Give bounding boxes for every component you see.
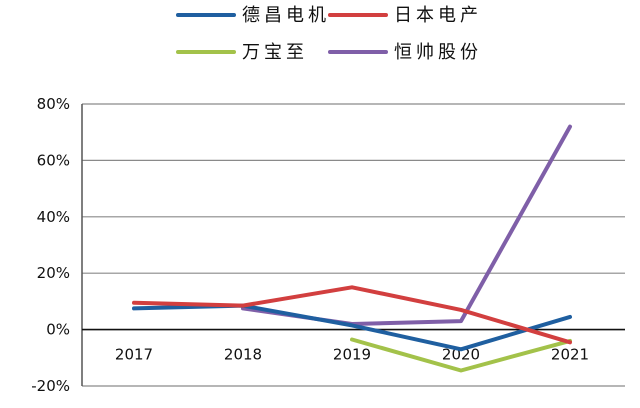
- y-tick-label: 80%: [37, 95, 70, 113]
- series-lines: [132, 124, 572, 373]
- legend-label: 万宝至: [242, 42, 308, 63]
- series-line-1: [132, 303, 572, 352]
- x-tick-label: 2021: [551, 346, 589, 364]
- series-line-3: [350, 337, 572, 373]
- series-line-2: [132, 285, 572, 345]
- y-tick-label: 0%: [46, 321, 70, 339]
- legend-label: 德昌电机: [242, 5, 330, 26]
- legend-item: 日本电产: [328, 5, 482, 26]
- x-tick-label: 2020: [442, 346, 480, 364]
- y-tick-label: 40%: [37, 208, 70, 226]
- legend-item: 恒帅股份: [328, 42, 482, 63]
- x-tick-label: 2018: [224, 346, 262, 364]
- axes: -20% 0% 20% 40% 60% 80% 2017 2018 2019 2020 2021: [31, 95, 625, 395]
- legend-item: 德昌电机: [176, 5, 330, 26]
- gridlines: [82, 103, 625, 387]
- series-line-4: [241, 124, 572, 326]
- y-tick-label: -20%: [31, 377, 70, 395]
- y-tick-label: 60%: [37, 151, 70, 169]
- x-tick-label: 2017: [115, 346, 153, 364]
- y-tick-label: 20%: [37, 264, 70, 282]
- legend-item: 万宝至: [176, 42, 308, 63]
- legend-label: 恒帅股份: [394, 42, 482, 63]
- legend-label: 日本电产: [394, 5, 482, 26]
- x-tick-label: 2019: [333, 346, 371, 364]
